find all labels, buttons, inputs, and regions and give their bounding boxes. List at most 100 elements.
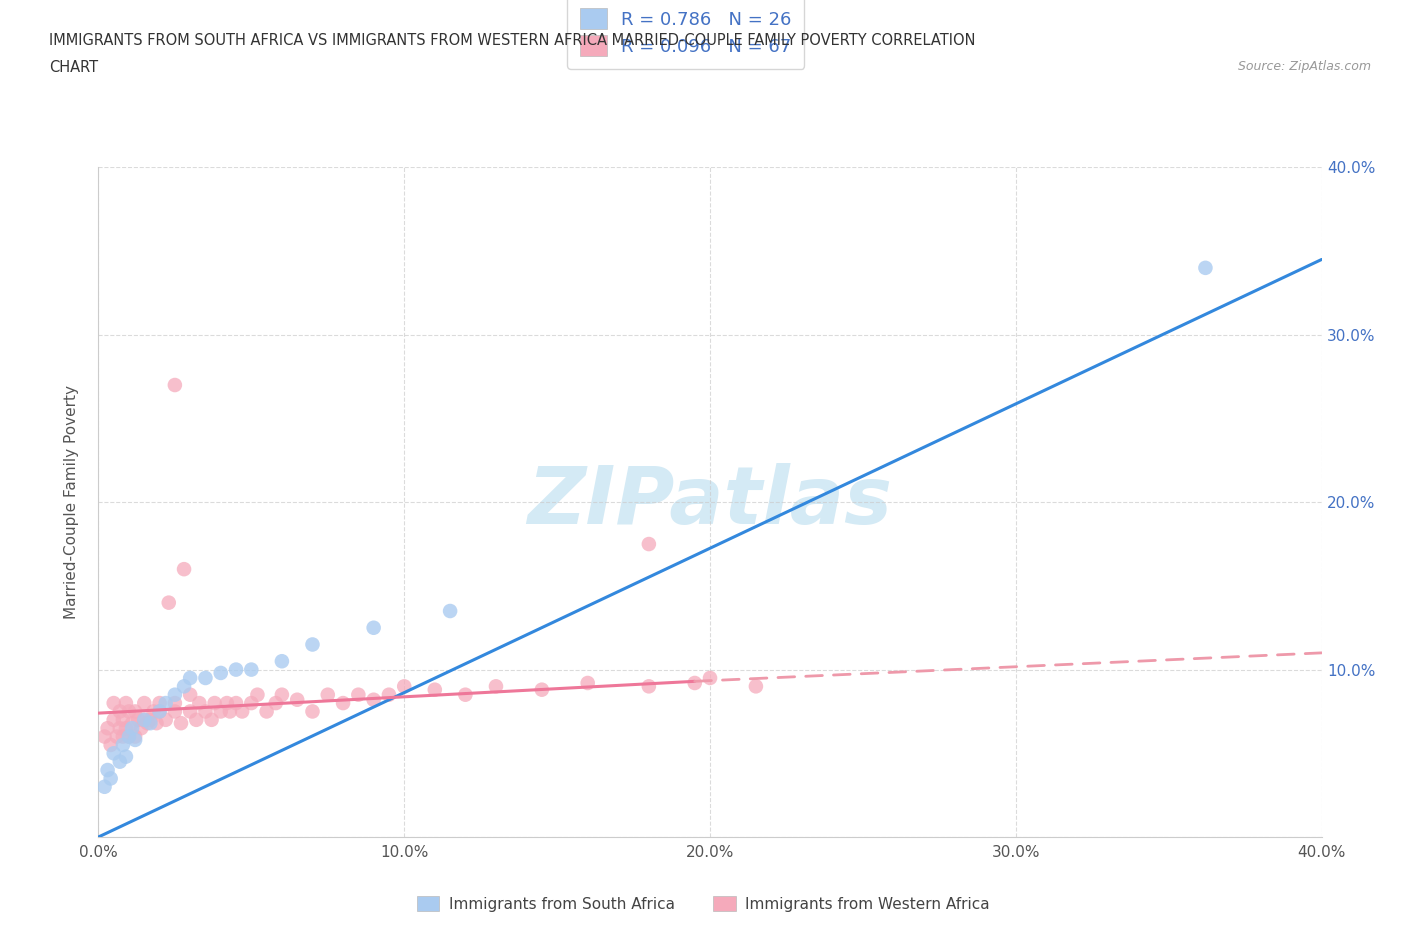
Point [219, 704, 242, 719]
Point [124, 729, 146, 744]
Point [188, 696, 211, 711]
Point [134, 696, 156, 711]
Point [209, 704, 232, 719]
Point [157, 595, 180, 610]
Text: IMMIGRANTS FROM SOUTH AFRICA VS IMMIGRANTS FROM WESTERN AFRICA MARRIED-COUPLE FA: IMMIGRANTS FROM SOUTH AFRICA VS IMMIGRAN… [49, 33, 976, 47]
Point [111, 712, 134, 727]
Point [173, 679, 195, 694]
Point [139, 716, 162, 731]
Point [637, 537, 661, 551]
Point [163, 378, 186, 392]
Point [118, 729, 141, 744]
Point [392, 679, 416, 694]
Point [225, 696, 247, 711]
Point [194, 704, 217, 719]
Point [240, 696, 263, 711]
Point [186, 712, 208, 727]
Point [301, 704, 323, 719]
Point [270, 687, 292, 702]
Point [108, 754, 131, 769]
Point [363, 620, 385, 635]
Point [155, 696, 177, 711]
Point [121, 716, 143, 731]
Point [93, 729, 115, 744]
Point [163, 696, 186, 711]
Point [683, 675, 706, 690]
Point [97, 763, 120, 777]
Point [1194, 260, 1216, 275]
Point [127, 712, 149, 727]
Point [179, 704, 201, 719]
Point [149, 696, 172, 711]
Point [194, 671, 217, 685]
Point [134, 712, 156, 727]
Point [378, 687, 401, 702]
Point [530, 683, 553, 698]
Point [145, 716, 167, 731]
Point [179, 687, 201, 702]
Point [115, 696, 138, 711]
Point [124, 704, 146, 719]
Text: CHART: CHART [49, 60, 98, 75]
Point [103, 712, 125, 727]
Point [111, 729, 134, 744]
Point [118, 729, 141, 744]
Point [170, 716, 193, 731]
Point [103, 696, 125, 711]
Point [204, 696, 226, 711]
Point [103, 746, 125, 761]
Point [163, 687, 186, 702]
Y-axis label: Married-Couple Family Poverty: Married-Couple Family Poverty [65, 385, 79, 619]
Point [129, 721, 152, 736]
Point [485, 679, 508, 694]
Point [316, 687, 339, 702]
Legend: R = 0.786   N = 26, R = 0.096   N = 67: R = 0.786 N = 26, R = 0.096 N = 67 [567, 0, 804, 69]
Point [93, 779, 115, 794]
Point [454, 687, 477, 702]
Point [240, 662, 263, 677]
Point [423, 683, 446, 698]
Point [136, 716, 159, 731]
Point [134, 712, 156, 727]
Point [124, 733, 146, 748]
Point [225, 662, 247, 677]
Point [179, 671, 201, 685]
Point [332, 696, 354, 711]
Point [745, 679, 768, 694]
Point [139, 712, 162, 727]
Point [200, 712, 222, 727]
Point [115, 750, 138, 764]
Point [155, 712, 177, 727]
Point [100, 771, 122, 786]
Point [115, 721, 138, 736]
Point [149, 704, 172, 719]
Point [215, 696, 238, 711]
Point [363, 692, 385, 707]
Point [246, 687, 269, 702]
Point [285, 692, 308, 707]
Point [108, 721, 131, 736]
Point [301, 637, 323, 652]
Point [264, 696, 287, 711]
Point [576, 675, 599, 690]
Point [637, 679, 661, 694]
Point [97, 721, 120, 736]
Point [100, 737, 122, 752]
Point [118, 704, 141, 719]
Point [163, 704, 186, 719]
Point [699, 671, 721, 685]
Point [209, 666, 232, 681]
Text: Source: ZipAtlas.com: Source: ZipAtlas.com [1237, 60, 1371, 73]
Point [173, 562, 195, 577]
Point [105, 729, 128, 744]
Point [231, 704, 253, 719]
Point [256, 704, 278, 719]
Text: ZIPatlas: ZIPatlas [527, 463, 893, 541]
Point [111, 737, 134, 752]
Point [439, 604, 461, 618]
Point [142, 704, 165, 719]
Legend: Immigrants from South Africa, Immigrants from Western Africa: Immigrants from South Africa, Immigrants… [411, 889, 995, 918]
Point [121, 721, 143, 736]
Point [347, 687, 370, 702]
Point [108, 704, 131, 719]
